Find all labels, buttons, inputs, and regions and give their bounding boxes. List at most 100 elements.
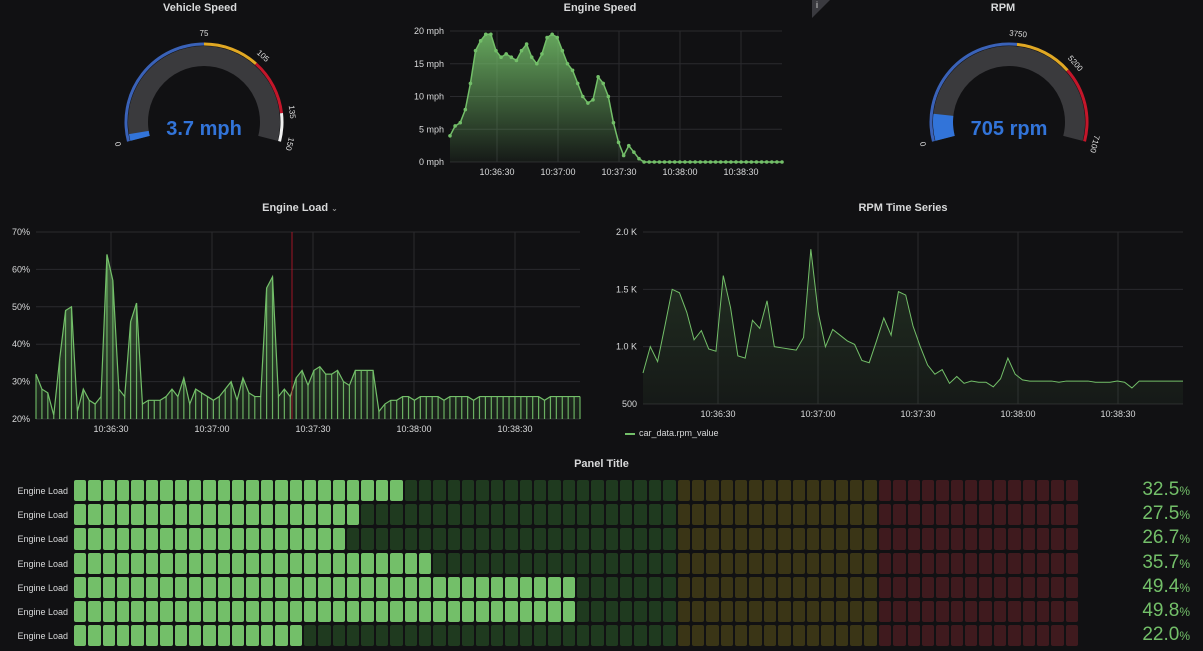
bar-segment xyxy=(275,552,288,574)
bar-segment xyxy=(519,504,532,526)
data-point xyxy=(473,48,478,53)
bar-segment xyxy=(533,576,547,598)
bar-segment xyxy=(318,552,331,574)
bar-segment xyxy=(749,504,762,526)
y-tick-label: 1.0 K xyxy=(616,342,637,352)
data-point xyxy=(678,160,682,164)
y-tick-label: 15 mph xyxy=(414,59,444,69)
data-point xyxy=(642,160,646,164)
bar-segment xyxy=(878,576,892,598)
bar-value-number: 49.4 xyxy=(1142,575,1180,597)
bar-segment xyxy=(131,576,144,598)
bar-segment xyxy=(533,601,547,623)
bar-segment xyxy=(792,480,805,502)
gauge-tick-label: 0 xyxy=(918,140,928,147)
bar-segment xyxy=(260,576,274,598)
bar-segment xyxy=(850,480,863,502)
data-point xyxy=(626,143,631,148)
chevron-down-icon[interactable]: ⌄ xyxy=(331,204,338,213)
legend-item[interactable]: car_data.rpm_value xyxy=(625,428,719,438)
bar-segment xyxy=(490,480,504,502)
bar-segment xyxy=(390,480,403,502)
bar-segment xyxy=(476,480,489,502)
bar-segment xyxy=(548,480,561,502)
bar-segment xyxy=(188,552,202,574)
bar-segment xyxy=(533,552,547,574)
bar-segment xyxy=(117,601,130,623)
bar-segment xyxy=(663,625,676,647)
bar-segment xyxy=(835,504,849,526)
bar-segment xyxy=(433,552,446,574)
bar-segment xyxy=(217,601,231,623)
bar-segment xyxy=(720,504,734,526)
bar-segment xyxy=(648,528,662,550)
bar-segment xyxy=(1022,625,1035,647)
bar-segment xyxy=(145,504,159,526)
bar-segment xyxy=(677,480,690,502)
data-point xyxy=(494,48,498,53)
data-point xyxy=(555,35,560,40)
bar-segment xyxy=(993,528,1007,550)
bar-value: 32.5% xyxy=(1090,479,1190,501)
x-tick-label: 10:38:00 xyxy=(396,424,431,434)
bar-segment xyxy=(332,552,346,574)
bar-segment xyxy=(275,480,288,502)
bar-segment xyxy=(102,552,116,574)
bar-segment xyxy=(749,480,762,502)
bar-segment xyxy=(979,480,992,502)
x-tick-label: 10:37:30 xyxy=(601,167,636,177)
bar-segment xyxy=(1065,504,1078,526)
bar-segment xyxy=(462,480,475,502)
bar-segment xyxy=(318,576,331,598)
bar-segment xyxy=(404,528,417,550)
bar-segment xyxy=(864,528,877,550)
bar-segment xyxy=(950,601,964,623)
panel-info-icon[interactable]: i xyxy=(812,0,830,18)
bar-segment xyxy=(936,625,949,647)
data-point xyxy=(718,160,723,164)
bar-segment xyxy=(993,601,1007,623)
bar-segment xyxy=(677,601,690,623)
bar-segment xyxy=(850,576,863,598)
bar-segment xyxy=(821,504,834,526)
bar-segment xyxy=(476,552,489,574)
panel-title: Vehicle Speed xyxy=(163,2,237,14)
data-point xyxy=(565,61,570,66)
bar-segment xyxy=(390,625,403,647)
bar-segment xyxy=(763,601,777,623)
bar-segment xyxy=(605,552,619,574)
bar-segment xyxy=(921,528,935,550)
bar-segment xyxy=(792,625,805,647)
bar-segment xyxy=(260,480,274,502)
bar-segment xyxy=(936,528,949,550)
bar-segment xyxy=(921,480,935,502)
y-tick-label: 40% xyxy=(12,339,30,349)
bar-segment xyxy=(778,552,791,574)
panel-title[interactable]: Engine Load ⌄ xyxy=(0,202,600,214)
bar-segment xyxy=(548,625,561,647)
bar-segment xyxy=(260,601,274,623)
data-point xyxy=(529,55,534,59)
bar-segment xyxy=(217,480,231,502)
bar-segment xyxy=(275,504,288,526)
bar-segment xyxy=(677,625,690,647)
bar-segment xyxy=(418,504,432,526)
bar-segment xyxy=(893,625,906,647)
bar-segment xyxy=(404,625,417,647)
bar-segment xyxy=(433,576,446,598)
bar-segment xyxy=(1008,625,1021,647)
data-point xyxy=(581,94,585,99)
bar-segment xyxy=(763,480,777,502)
bar-segment xyxy=(605,528,619,550)
bar-segment xyxy=(893,528,906,550)
bar-segment xyxy=(74,625,87,647)
bar-segment xyxy=(634,480,647,502)
data-point xyxy=(611,120,616,125)
bar-segment xyxy=(720,601,734,623)
bar-segment xyxy=(289,504,302,526)
bar-segment xyxy=(347,480,360,502)
bar-segment xyxy=(605,480,619,502)
bar-segment xyxy=(174,576,187,598)
bar-segment xyxy=(505,625,518,647)
bar-segment xyxy=(878,625,892,647)
